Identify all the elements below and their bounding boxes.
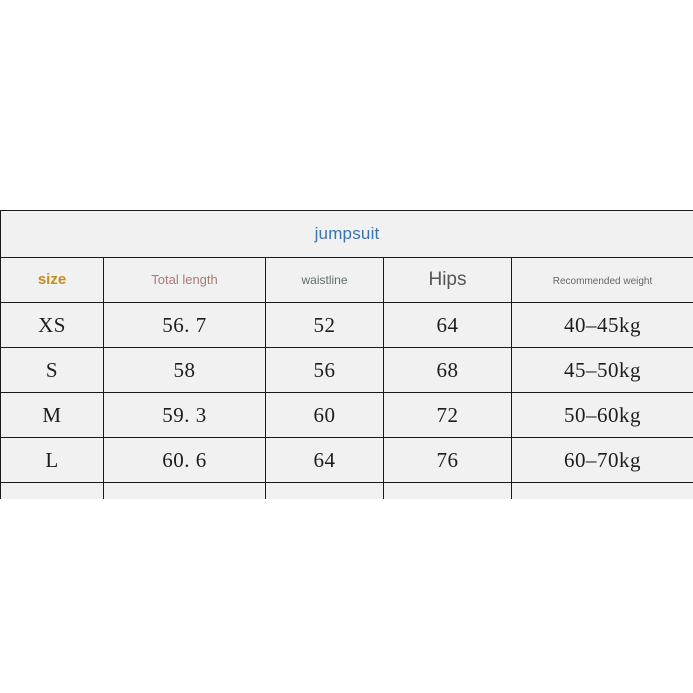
cell-recommended-weight: 40–45kg bbox=[510, 302, 693, 348]
column-header-recommended-weight-label: Recommended weight bbox=[552, 276, 653, 287]
column-header-total-length: Total length bbox=[103, 257, 266, 303]
cell-partial bbox=[383, 482, 512, 499]
table-row: L 60. 6 64 76 60–70kg bbox=[0, 437, 693, 483]
table-row: XS 56. 7 52 64 40–45kg bbox=[0, 302, 693, 348]
cell-total-length: 59. 3 bbox=[103, 392, 266, 438]
size-chart-table: jumpsuit size Total length waistline Hip… bbox=[0, 210, 693, 499]
page-title: jumpsuit bbox=[314, 224, 380, 243]
cell-waistline: 64 bbox=[265, 437, 384, 483]
chart-title-row: jumpsuit bbox=[0, 210, 693, 258]
cell-hips: 64 bbox=[383, 302, 512, 348]
table-row: S 58 56 68 45–50kg bbox=[0, 347, 693, 393]
cell-partial bbox=[0, 482, 104, 499]
column-header-hips-label: Hips bbox=[428, 269, 467, 290]
cell-total-length: 58 bbox=[103, 347, 266, 393]
cell-recommended-weight: 50–60kg bbox=[510, 392, 693, 438]
cell-size: M bbox=[0, 392, 104, 438]
column-header-waistline-label: waistline bbox=[301, 273, 348, 287]
chart-title-cell: jumpsuit bbox=[0, 210, 693, 258]
column-header-waistline: waistline bbox=[265, 257, 384, 303]
column-header-hips: Hips bbox=[383, 257, 512, 303]
cell-waistline: 52 bbox=[265, 302, 384, 348]
column-header-row: size Total length waistline Hips Recomme… bbox=[0, 257, 693, 303]
cell-size: S bbox=[0, 347, 104, 393]
cell-partial bbox=[265, 482, 384, 499]
cell-size: XS bbox=[0, 302, 104, 348]
cell-waistline: 60 bbox=[265, 392, 384, 438]
cell-total-length: 56. 7 bbox=[103, 302, 266, 348]
cell-hips: 68 bbox=[383, 347, 512, 393]
cell-recommended-weight: 45–50kg bbox=[510, 347, 693, 393]
table-row-partial bbox=[0, 482, 693, 499]
column-header-recommended-weight: Recommended weight bbox=[510, 257, 693, 303]
cell-waistline: 56 bbox=[265, 347, 384, 393]
cell-partial bbox=[510, 482, 693, 499]
size-chart-container: jumpsuit size Total length waistline Hip… bbox=[0, 210, 693, 499]
cell-partial bbox=[103, 482, 266, 499]
table-row: M 59. 3 60 72 50–60kg bbox=[0, 392, 693, 438]
cell-hips: 76 bbox=[383, 437, 512, 483]
column-header-size-label: size bbox=[37, 271, 67, 288]
column-header-size: size bbox=[0, 257, 104, 303]
cell-hips: 72 bbox=[383, 392, 512, 438]
cell-total-length: 60. 6 bbox=[103, 437, 266, 483]
cell-size: L bbox=[0, 437, 104, 483]
cell-recommended-weight: 60–70kg bbox=[510, 437, 693, 483]
column-header-total-length-label: Total length bbox=[151, 272, 218, 287]
